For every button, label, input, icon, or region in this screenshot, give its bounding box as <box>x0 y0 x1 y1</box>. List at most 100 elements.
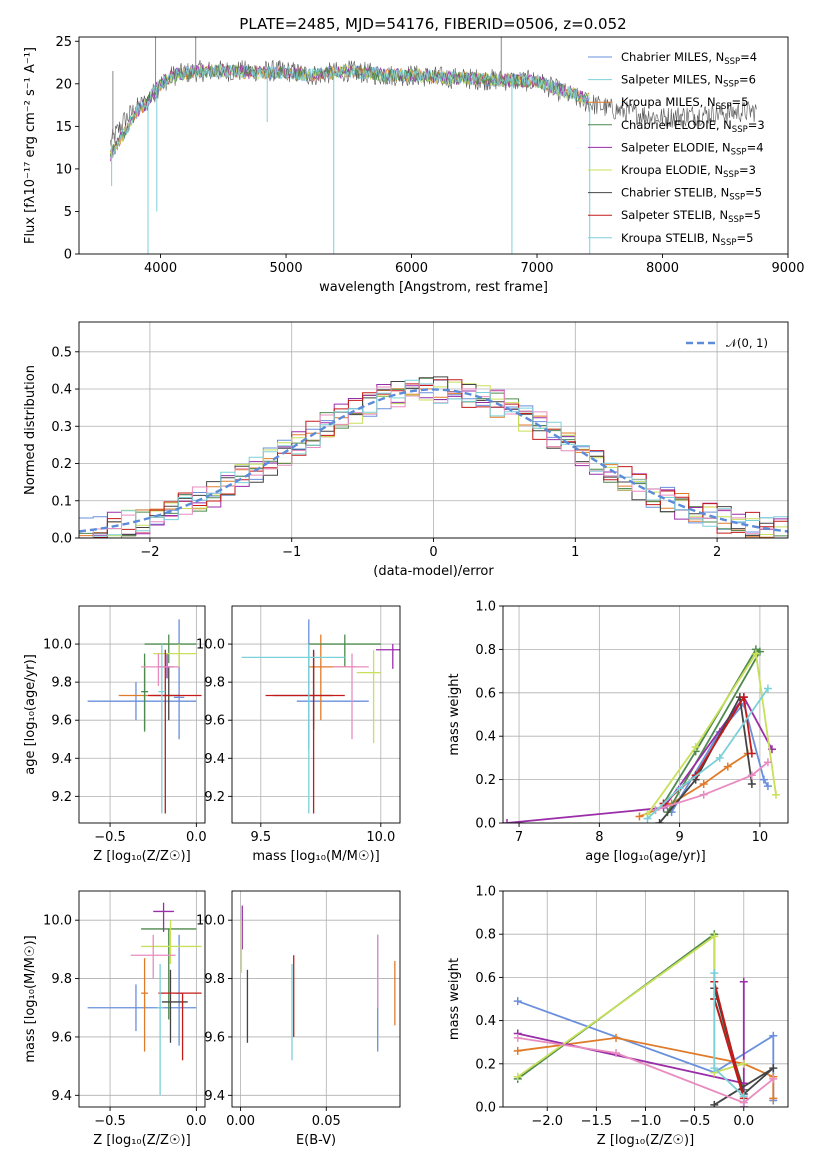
weight-series <box>646 651 777 815</box>
x-tick-label: 1 <box>571 545 579 560</box>
weight-point <box>612 1033 621 1042</box>
weight-point <box>699 779 708 788</box>
weight-lines <box>503 645 780 823</box>
weight-point <box>747 771 756 780</box>
x-tick-label: 5000 <box>270 261 303 276</box>
panel-mass_vs_z: −0.5 0.0 9.4 9.6 9.8 10.0 Z [log₁₀(Z/Z☉)] mass … <box>23 890 207 1148</box>
weight-lines <box>513 930 778 1107</box>
weight-point <box>691 743 700 752</box>
y-tick-label: 9.4 <box>204 1089 225 1104</box>
x-axis-label: age [log₁₀(age/yr)] <box>585 849 706 864</box>
y-axis-label: mass [log₁₀(M/M☉)] <box>23 935 38 1062</box>
x-tick-label: −1 <box>282 545 301 560</box>
axes-frame <box>78 36 789 255</box>
legend-value: =5 <box>744 208 761 222</box>
x-tick-label: 7 <box>515 830 523 845</box>
axes-frame <box>231 605 401 824</box>
legend-label: Salpeter STELIB, NSSP=5 <box>621 208 761 225</box>
weight-point <box>769 1074 778 1083</box>
legend-sub: SSP <box>724 57 740 67</box>
weight-point <box>747 749 756 758</box>
weight-point <box>699 790 708 799</box>
y-tick-label: 0.8 <box>475 928 496 943</box>
panel-weight_vs_z: −2.0 −1.5 −1.0 −0.5 0.0 0.0 0.2 0.4 0.6 0.8 1.0 Z [… <box>447 885 789 1148</box>
panel-weight_vs_age: 7 8 9 10 0.0 0.2 0.4 0.6 0.8 1.0 age [log₁₀(age/yr… <box>447 600 789 864</box>
weight-point <box>739 1059 748 1068</box>
weight-point <box>715 753 724 762</box>
x-tick-label: 0.05 <box>312 1114 341 1129</box>
x-axis-label: Z [log₁₀(Z/Z☉)] <box>597 1133 694 1148</box>
legend-sub: SSP <box>728 215 744 225</box>
y-tick-label: 25 <box>55 35 72 50</box>
y-tick-label: 1.0 <box>475 885 496 900</box>
weight-point <box>771 790 780 799</box>
axes-frame <box>502 605 789 824</box>
axes-frame <box>78 605 206 824</box>
legend-label: Kroupa ELODIE, NSSP=3 <box>621 163 756 180</box>
panel-mass_vs_ebv: 0.00 0.05 9.4 9.6 9.8 10.0 E(B-V) <box>196 890 401 1148</box>
x-axis-label: Z [log₁₀(Z/Z☉)] <box>93 849 190 864</box>
y-tick-label: 9.6 <box>51 1030 72 1045</box>
x-tick-label: 0.0 <box>186 830 207 845</box>
y-tick-label: 0 <box>64 248 72 263</box>
y-tick-label: 0.1 <box>51 494 72 509</box>
legend-label: Kroupa MILES, NSSP=5 <box>621 95 748 112</box>
weight-point <box>503 819 512 823</box>
weight-series <box>517 981 745 1107</box>
legend-text: Kroupa MILES, N <box>621 95 716 109</box>
legend-label: Salpeter MILES, NSSP=6 <box>621 73 756 90</box>
y-tick-label: 0.2 <box>475 773 496 788</box>
x-tick-label: 0.00 <box>226 1114 255 1129</box>
y-tick-label: 1.0 <box>475 600 496 615</box>
x-tick-label: 10.0 <box>366 830 395 845</box>
weight-point <box>675 784 684 793</box>
legend-text: Chabrier MILES, N <box>621 50 724 64</box>
y-tick-label: 10.0 <box>196 638 225 653</box>
y-tick-label: 9.8 <box>204 676 225 691</box>
y-tick-label: 10.0 <box>43 914 72 929</box>
histogram-series <box>79 376 788 538</box>
weight-point <box>710 969 719 978</box>
legend-text: Chabrier STELIB, N <box>621 186 729 200</box>
y-axis-label: Normed distribution <box>23 365 38 495</box>
weight-series <box>517 1037 774 1104</box>
y-tick-label: 9.8 <box>51 972 72 987</box>
y-tick-label: 9.4 <box>51 752 72 767</box>
weight-point <box>769 1031 778 1040</box>
panel-residuals: −2 −1 0 1 2 0.0 0.1 0.2 0.3 0.4 0.5 (data-model)/er… <box>23 321 789 579</box>
y-tick-label: 9.4 <box>204 752 225 767</box>
x-tick-label: 9000 <box>771 261 804 276</box>
y-tick-label: 0.4 <box>475 730 496 745</box>
y-tick-label: 0.2 <box>51 457 72 472</box>
normal-curve <box>79 388 788 533</box>
y-tick-label: 9.2 <box>51 790 72 805</box>
legend-text: Kroupa ELODIE, N <box>621 163 723 177</box>
y-tick-label: 9.6 <box>51 714 72 729</box>
weight-point <box>723 762 732 771</box>
legend-text: Salpeter ELODIE, N <box>621 140 731 154</box>
x-axis-label: mass [log₁₀(M/M☉)] <box>252 849 379 864</box>
weight-point <box>513 997 522 1006</box>
legend-label: 𝒩(0, 1) <box>726 336 768 350</box>
legend-sub: SSP <box>716 102 732 112</box>
weight-series <box>506 695 773 823</box>
weight-point <box>763 782 772 791</box>
y-tick-label: 10.0 <box>196 914 225 929</box>
weight-point <box>747 779 756 788</box>
spectrum-lines <box>110 37 757 254</box>
panel-spectrum: 4000 5000 6000 7000 8000 9000 0 5 10 15 20 25 wavele… <box>23 35 805 295</box>
legend-value: =4 <box>740 50 757 64</box>
y-tick-label: 0.0 <box>475 817 496 832</box>
error-bars <box>240 905 396 1061</box>
legend-sub: SSP <box>723 170 739 180</box>
y-axis-label: Flux [fλ10⁻¹⁷ erg cm⁻² s⁻¹ A⁻¹] <box>23 47 38 244</box>
weight-point <box>739 977 748 986</box>
legend-value: =5 <box>745 186 762 200</box>
weight-point <box>612 1049 621 1057</box>
y-tick-label: 0.0 <box>51 532 72 547</box>
x-tick-label: −0.5 <box>94 1114 126 1129</box>
y-tick-label: 0.6 <box>475 686 496 701</box>
figure-title: PLATE=2485, MJD=54176, FIBERID=0506, z=0… <box>239 15 626 33</box>
y-tick-label: 9.8 <box>204 972 225 987</box>
